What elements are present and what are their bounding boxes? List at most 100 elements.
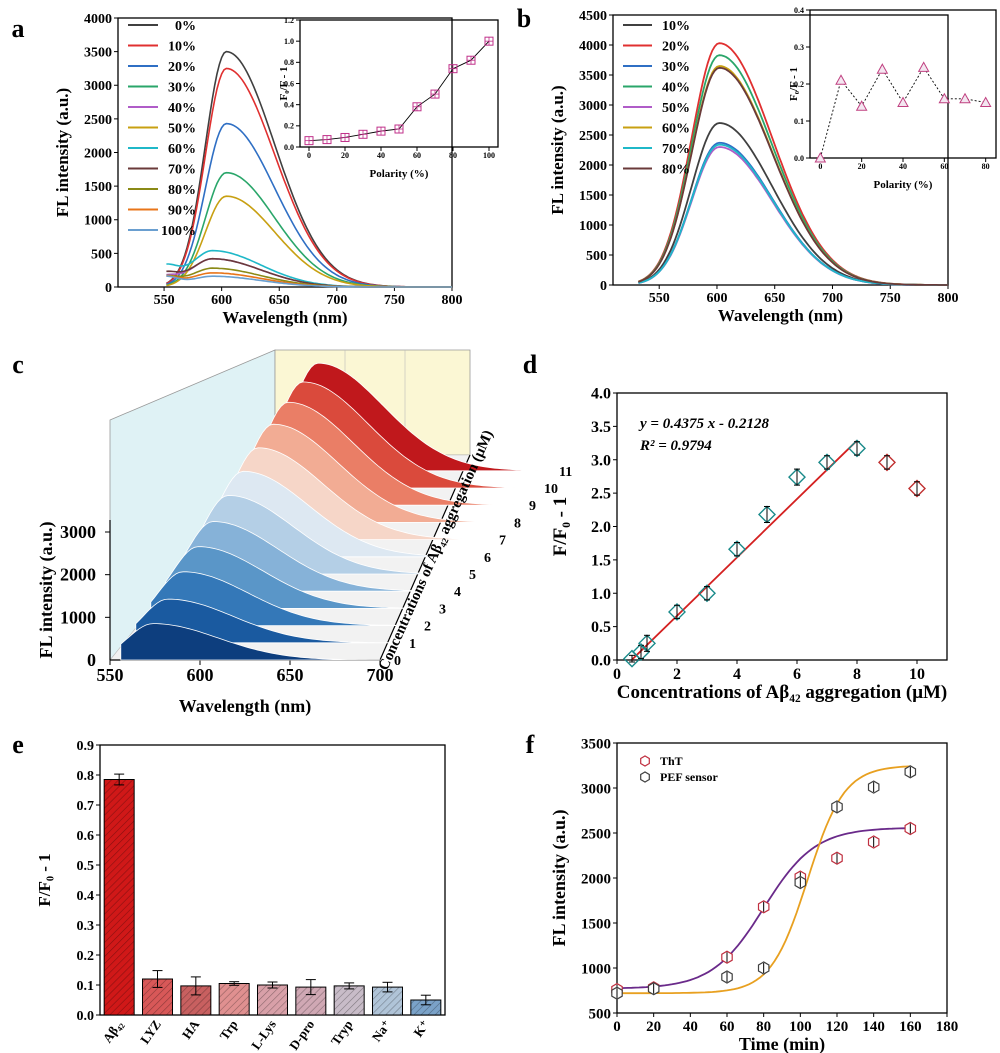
legend-label: 50% bbox=[662, 101, 690, 116]
legend-label: 70% bbox=[168, 163, 196, 178]
y-tick-label: 4.0 bbox=[591, 386, 611, 403]
y-tick-label: 0.3 bbox=[794, 43, 804, 52]
legend-label: PEF sensor bbox=[660, 770, 719, 784]
y-tick-label: 0.2 bbox=[284, 122, 294, 131]
y-tick-label: 1.0 bbox=[284, 37, 294, 46]
legend-label: 20% bbox=[662, 40, 690, 55]
y-axis-label: FL intensity (a.u.) bbox=[36, 521, 57, 658]
x-tick-label: 160 bbox=[899, 1019, 922, 1035]
y-tick-label: 1.0 bbox=[591, 586, 611, 603]
y-tick-label: 2000 bbox=[60, 565, 96, 585]
x-tick-label: 80 bbox=[756, 1019, 771, 1035]
y-axis-label: FL intensity (a.u.) bbox=[548, 85, 567, 214]
y-tick-label: 0.2 bbox=[77, 949, 95, 964]
category-label: Na⁺ bbox=[369, 1017, 394, 1044]
x-tick-label: 2 bbox=[673, 666, 681, 683]
legend-label: 80% bbox=[662, 163, 690, 178]
legend-label: 60% bbox=[662, 122, 690, 137]
y-tick-label: 1000 bbox=[60, 607, 96, 627]
panel-label-f: f bbox=[526, 730, 535, 759]
y-tick-label: 0.6 bbox=[284, 79, 294, 88]
x-axis-label: Polarity (%) bbox=[370, 168, 429, 180]
y-tick-label: 0.5 bbox=[77, 859, 95, 874]
fit-curve-1 bbox=[617, 765, 911, 995]
category-label: Aβ₄₂ bbox=[100, 1017, 126, 1045]
legend-label: 20% bbox=[168, 60, 196, 75]
bar-hatch bbox=[219, 983, 250, 1015]
y-tick-label: 1.2 bbox=[284, 16, 294, 25]
x-tick-label: 80 bbox=[982, 162, 990, 171]
y-tick-label: 0.1 bbox=[77, 979, 95, 994]
x-tick-label: 0 bbox=[613, 1019, 621, 1035]
bar-hatch bbox=[257, 985, 288, 1015]
y-tick-label: 0.7 bbox=[77, 799, 95, 814]
y-tick-label: 4000 bbox=[579, 39, 607, 54]
spectrum-80% bbox=[166, 267, 452, 288]
spectrum-100% bbox=[166, 275, 452, 288]
y-tick-label: 3500 bbox=[84, 46, 112, 61]
y-tick-label: 500 bbox=[589, 1006, 612, 1022]
data-point bbox=[668, 602, 686, 621]
x-tick-label: 600 bbox=[211, 293, 232, 308]
category-label: Trp bbox=[216, 1017, 240, 1043]
panel-label-a: a bbox=[12, 14, 25, 43]
x-tick-label: 600 bbox=[706, 291, 727, 306]
x-axis-label: Polarity (%) bbox=[874, 179, 933, 191]
y-tick-label: 2000 bbox=[581, 871, 611, 887]
panel-label-b: b bbox=[517, 4, 531, 33]
x-tick-label: 600 bbox=[187, 665, 214, 685]
y-tick-label: 0.1 bbox=[794, 117, 804, 126]
y-axis-label: FL intensity (a.u.) bbox=[53, 88, 72, 217]
category-label: D-pro bbox=[286, 1017, 317, 1053]
x-tick-label: 650 bbox=[277, 665, 304, 685]
y-tick-label: 0.4 bbox=[284, 100, 294, 109]
x-tick-label: 550 bbox=[154, 293, 175, 308]
x-tick-label: 700 bbox=[367, 665, 394, 685]
y-tick-label: 2.0 bbox=[591, 519, 611, 536]
data-point bbox=[908, 479, 926, 498]
y-axis-label: F₀/F - 1 bbox=[788, 67, 800, 101]
z-tick-label: 4 bbox=[454, 585, 461, 600]
legend-label: 90% bbox=[168, 204, 196, 219]
data-point bbox=[698, 584, 716, 603]
y-tick-label: 500 bbox=[91, 247, 112, 262]
x-tick-label: 650 bbox=[764, 291, 785, 306]
y-axis-label: FL intensity (a.u.) bbox=[549, 809, 570, 946]
legend-label: 100% bbox=[161, 224, 196, 239]
y-tick-label: 4500 bbox=[579, 9, 607, 24]
legend-label: 0% bbox=[175, 19, 196, 34]
x-tick-label: 100 bbox=[483, 151, 495, 160]
x-tick-label: 60 bbox=[940, 162, 948, 171]
y-tick-label: 3000 bbox=[579, 99, 607, 114]
y-tick-label: 2500 bbox=[579, 129, 607, 144]
data-point bbox=[848, 439, 866, 458]
y-tick-label: 2000 bbox=[84, 146, 112, 161]
z-tick-label: 5 bbox=[469, 568, 476, 583]
legend-label: 60% bbox=[168, 142, 196, 157]
z-tick-label: 1 bbox=[409, 637, 416, 652]
inset-point bbox=[938, 92, 951, 104]
x-tick-label: 0 bbox=[613, 666, 621, 683]
z-tick-label: 6 bbox=[484, 551, 491, 566]
spectrum-80% bbox=[638, 66, 948, 286]
x-axis-label: Wavelength (nm) bbox=[179, 696, 312, 717]
y-tick-label: 3500 bbox=[581, 736, 611, 752]
y-tick-label: 500 bbox=[586, 249, 607, 264]
inset-point bbox=[897, 96, 909, 107]
z-tick-label: 9 bbox=[529, 499, 536, 514]
y-tick-label: 0 bbox=[600, 279, 607, 294]
y-tick-label: 0.0 bbox=[794, 154, 804, 163]
category-label: LYZ bbox=[137, 1017, 164, 1047]
x-tick-label: 550 bbox=[649, 291, 670, 306]
y-tick-label: 1500 bbox=[84, 180, 112, 195]
x-tick-label: 20 bbox=[646, 1019, 661, 1035]
legend-marker bbox=[640, 755, 650, 767]
legend-label: 50% bbox=[168, 122, 196, 137]
y-tick-label: 3500 bbox=[579, 69, 607, 84]
x-tick-label: 40 bbox=[377, 151, 385, 160]
x-tick-label: 750 bbox=[880, 291, 901, 306]
inset-point bbox=[959, 92, 971, 104]
inset-a: 0 20 40 60 80 100 0.0 0.2 0.4 0.6 0.8 1.0 1.2 Polarit… bbox=[278, 16, 499, 180]
category-label: Tryp bbox=[328, 1017, 356, 1048]
